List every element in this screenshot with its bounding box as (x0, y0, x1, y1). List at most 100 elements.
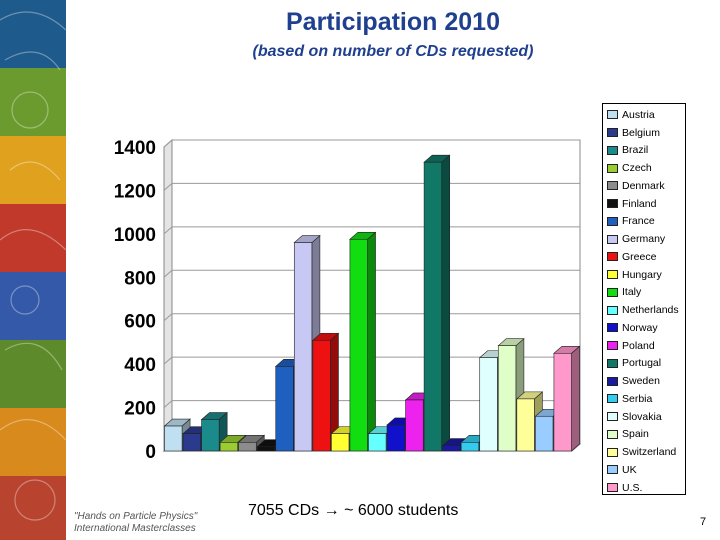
legend-item: Belgium (607, 124, 685, 142)
legend-swatch (607, 128, 618, 138)
legend-item: Hungary (607, 266, 685, 284)
legend-swatch (607, 358, 618, 368)
legend-swatch (607, 252, 618, 262)
bar-front (423, 161, 443, 452)
bar-front (164, 425, 183, 452)
legend-item: Switzerland (607, 443, 685, 461)
bar-front (293, 242, 313, 452)
logo-line-2: International Masterclasses (74, 523, 196, 534)
legend-swatch (607, 305, 618, 315)
decorative-side-banner (0, 0, 66, 540)
bar-front (460, 442, 480, 452)
legend-label: Belgium (622, 126, 660, 139)
legend-item: Portugal (607, 355, 685, 373)
cd-count: 7055 CDs (248, 502, 320, 519)
legend-swatch (607, 447, 618, 457)
legend-label: Spain (622, 428, 649, 441)
gridline-side (163, 400, 173, 408)
bar-front (238, 442, 257, 452)
legend-item: Poland (607, 337, 685, 355)
legend-item: Denmark (607, 177, 685, 195)
legend-swatch (607, 199, 618, 209)
slide-subtitle: (based on number of CDs requested) (252, 43, 534, 60)
student-count: ~ 6000 students (344, 502, 459, 519)
legend-item: UK (607, 461, 685, 479)
bar-front (368, 433, 387, 452)
y-tick-label: 1200 (114, 181, 156, 202)
legend-swatch (607, 270, 618, 280)
legend-swatch (607, 483, 618, 493)
legend-item: U.S. (607, 479, 685, 497)
legend-swatch (607, 287, 618, 297)
legend-swatch (607, 376, 618, 386)
legend-label: Portugal (622, 357, 662, 370)
gridline-side (163, 183, 173, 191)
bar-front (331, 433, 350, 452)
legend-item: Slovakia (607, 408, 685, 426)
bar-front (256, 446, 276, 452)
legend-item: Norway (607, 319, 685, 337)
page-number: 7 (700, 516, 707, 528)
gridline-side (163, 139, 173, 148)
legend-label: Norway (622, 321, 658, 334)
legend-label: Hungary (622, 268, 662, 281)
legend-item: Czech (607, 159, 685, 177)
legend-swatch (607, 181, 618, 191)
bar-portugal (423, 154, 451, 452)
legend-label: Netherlands (622, 304, 679, 317)
legend-label: Brazil (622, 144, 649, 157)
legend-item: Finland (607, 195, 685, 213)
legend-item: Italy (607, 284, 685, 302)
bar-front (275, 366, 294, 452)
legend-swatch (607, 110, 618, 120)
bar-front (497, 345, 517, 452)
legend-swatch (607, 163, 618, 173)
chart-legend: Austria Belgium Brazil Czech Denmark Finland F… (602, 103, 686, 495)
bar-front (442, 445, 461, 452)
y-tick-label: 1400 (114, 138, 156, 159)
y-tick-label: 0 (145, 442, 156, 463)
y-tick-label: 400 (124, 355, 156, 376)
bar-front (219, 442, 239, 452)
bar-front (479, 357, 498, 452)
logo-line-1: "Hands on Particle Physics" (74, 511, 198, 522)
gridline-side (163, 313, 173, 322)
gridline-side (163, 269, 173, 278)
right-arrow-icon: → (323, 502, 340, 519)
legend-swatch (607, 323, 618, 333)
gridline-side (163, 356, 173, 365)
legend-item: Spain (607, 426, 685, 444)
bar-front (386, 424, 405, 452)
legend-label: Germany (622, 233, 666, 246)
legend-swatch (607, 412, 618, 422)
legend-item: Serbia (607, 390, 685, 408)
legend-swatch (607, 216, 618, 226)
legend-label: Czech (622, 162, 652, 175)
bar-front (516, 398, 535, 452)
legend-swatch (607, 394, 618, 404)
summary-note: 7055 CDs → ~ 6000 students (248, 502, 458, 520)
bar-u-s (553, 345, 581, 452)
bar-side (367, 231, 376, 452)
legend-label: France (622, 215, 655, 228)
bar-front (312, 339, 331, 452)
bar-front (201, 419, 220, 452)
bar-side (441, 154, 451, 452)
legend-label: Austria (622, 108, 655, 121)
y-tick-label: 200 (124, 399, 156, 420)
bar-front (182, 433, 201, 452)
legend-item: Austria (607, 106, 685, 124)
bar-italy (349, 231, 377, 452)
slide-title: Participation 2010 (286, 8, 500, 36)
legend-label: Sweden (622, 375, 660, 388)
legend-label: Italy (622, 286, 642, 299)
legend-label: Switzerland (622, 446, 677, 459)
legend-swatch (607, 145, 618, 155)
bar-front (535, 415, 554, 452)
bar-front (553, 352, 572, 452)
legend-item: Netherlands (607, 301, 685, 319)
legend-item: France (607, 213, 685, 231)
legend-swatch (607, 234, 618, 244)
y-tick-label: 800 (124, 268, 156, 289)
legend-label: Greece (622, 250, 657, 263)
